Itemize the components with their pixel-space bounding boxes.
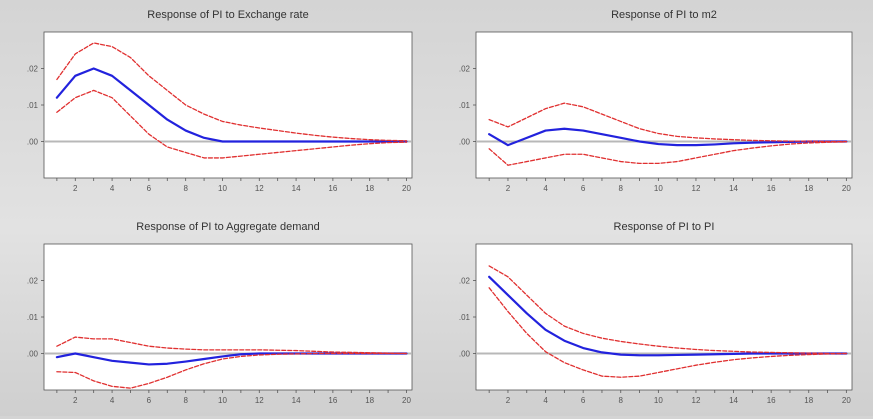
- x-tick-label: 8: [619, 396, 624, 405]
- x-tick-label: 12: [692, 184, 701, 193]
- x-tick-label: 20: [402, 184, 411, 193]
- x-tick-label: 18: [804, 396, 813, 405]
- x-tick-label: 8: [619, 184, 624, 193]
- x-tick-label: 14: [729, 396, 738, 405]
- chart-pi: Response of PI to PI .00 .01 .02 2 4 6 8 10 12 14 1…: [459, 221, 853, 405]
- x-tick-label: 12: [255, 396, 264, 405]
- x-tick-label: 14: [292, 396, 301, 405]
- x-tick-label: 18: [804, 184, 813, 193]
- x-tick-label: 4: [110, 396, 115, 405]
- response-line: [55, 67, 408, 143]
- chart-title: Response of PI to m2: [611, 9, 717, 21]
- chart-m2: Response of PI to m2 .00 .01 .02 2 4 6 8 10 12 14 1…: [459, 9, 853, 193]
- y-tick-label: .01: [459, 101, 471, 110]
- x-tick-label: 10: [218, 184, 227, 193]
- confidence-band-line: [488, 287, 848, 378]
- x-tick-label: 10: [218, 396, 227, 405]
- chart-aggregate-demand: Response of PI to Aggregate demand .00 .01…: [27, 221, 413, 405]
- y-tick-label: .00: [459, 138, 471, 147]
- chart-exchange-rate: Response of PI to Exchange rate .00 .01 .02…: [27, 9, 413, 193]
- x-tick-label: 20: [842, 396, 851, 405]
- x-tick-label: 4: [543, 396, 548, 405]
- panel-aggregate-demand: Response of PI to Aggregate demand .00 .01…: [8, 218, 420, 419]
- plot-area: [43, 31, 413, 179]
- x-tick-label: 16: [328, 396, 337, 405]
- x-tick-label: 20: [842, 184, 851, 193]
- confidence-band-line: [56, 336, 408, 355]
- x-tick-label: 6: [581, 184, 586, 193]
- x-tick-label: 12: [692, 396, 701, 405]
- response-line: [488, 127, 848, 147]
- plot-area: [43, 243, 413, 391]
- y-tick-label: .00: [27, 350, 39, 359]
- x-tick-label: 6: [581, 396, 586, 405]
- x-tick-label: 2: [506, 396, 511, 405]
- response-line: [55, 352, 408, 366]
- response-line: [488, 275, 848, 357]
- chart-title: Response of PI to PI: [614, 221, 715, 233]
- x-tick-label: 10: [654, 184, 663, 193]
- confidence-band-line: [56, 352, 408, 389]
- chart-title: Response of PI to Aggregate demand: [136, 221, 319, 233]
- plot-area: [475, 31, 853, 179]
- y-tick-label: .00: [459, 350, 471, 359]
- confidence-band-line: [56, 89, 408, 159]
- confidence-band-line: [488, 102, 848, 143]
- confidence-band-line: [488, 265, 848, 355]
- x-tick-label: 2: [506, 184, 511, 193]
- x-tick-label: 8: [183, 184, 188, 193]
- x-tick-label: 18: [365, 396, 374, 405]
- x-tick-label: 4: [543, 184, 548, 193]
- y-tick-label: .02: [459, 65, 471, 74]
- x-tick-label: 12: [255, 184, 264, 193]
- y-tick-label: .02: [27, 65, 39, 74]
- x-tick-label: 14: [292, 184, 301, 193]
- chart-title: Response of PI to Exchange rate: [147, 9, 308, 21]
- y-tick-label: .02: [27, 277, 39, 286]
- x-tick-label: 18: [365, 184, 374, 193]
- x-tick-label: 2: [73, 184, 78, 193]
- confidence-band-line: [488, 141, 848, 166]
- x-tick-label: 6: [147, 396, 152, 405]
- x-tick-label: 16: [328, 184, 337, 193]
- y-tick-label: .01: [27, 101, 39, 110]
- y-tick-label: .02: [459, 277, 471, 286]
- panel-exchange-rate: Response of PI to Exchange rate .00 .01 .02…: [8, 6, 420, 205]
- confidence-band-line: [56, 42, 408, 142]
- y-tick-label: .00: [27, 138, 39, 147]
- panel-pi: Response of PI to PI .00 .01 .02 2 4 6 8 10 12 14 1…: [440, 218, 860, 419]
- x-tick-label: 20: [402, 396, 411, 405]
- x-tick-label: 14: [729, 184, 738, 193]
- x-tick-label: 16: [767, 184, 776, 193]
- x-tick-label: 4: [110, 184, 115, 193]
- x-tick-label: 2: [73, 396, 78, 405]
- x-tick-label: 6: [147, 184, 152, 193]
- panel-m2: Response of PI to m2 .00 .01 .02 2 4 6 8 10 12 14 1…: [440, 6, 860, 205]
- x-tick-label: 8: [183, 396, 188, 405]
- x-tick-label: 10: [654, 396, 663, 405]
- y-tick-label: .01: [27, 313, 39, 322]
- x-tick-label: 16: [767, 396, 776, 405]
- y-tick-label: .01: [459, 313, 471, 322]
